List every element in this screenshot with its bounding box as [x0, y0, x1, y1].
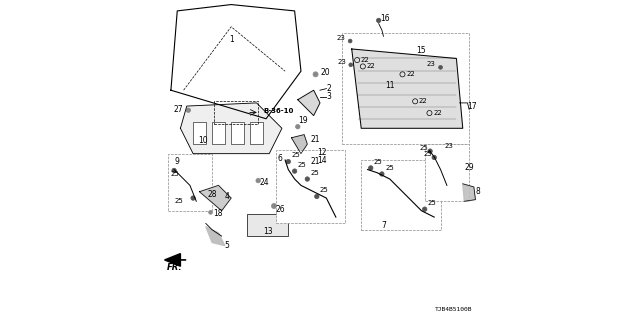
Text: 12: 12: [317, 148, 326, 156]
Circle shape: [292, 169, 297, 173]
Text: 22: 22: [406, 71, 415, 77]
Text: 15: 15: [417, 46, 426, 55]
Text: 25: 25: [174, 198, 183, 204]
Text: 21: 21: [310, 135, 320, 144]
Bar: [361, 160, 440, 230]
Text: 23: 23: [427, 61, 436, 67]
Text: 25: 25: [374, 159, 383, 165]
Bar: [296, 164, 306, 169]
Text: 26: 26: [276, 205, 285, 214]
Circle shape: [438, 66, 442, 69]
Text: 23: 23: [444, 143, 453, 149]
Circle shape: [369, 166, 373, 170]
Circle shape: [349, 63, 353, 67]
Circle shape: [209, 211, 212, 214]
Text: 5: 5: [225, 241, 230, 250]
Text: 25: 25: [310, 170, 319, 176]
Bar: [250, 122, 263, 144]
Text: 2: 2: [326, 84, 331, 93]
Text: TJB4B5100B: TJB4B5100B: [435, 307, 472, 312]
Circle shape: [256, 178, 260, 183]
Text: 25: 25: [385, 165, 394, 171]
Text: 22: 22: [433, 110, 442, 116]
Text: 14: 14: [317, 156, 326, 165]
Polygon shape: [180, 103, 282, 154]
Circle shape: [315, 194, 319, 199]
Text: 28: 28: [207, 190, 217, 199]
Circle shape: [380, 172, 384, 176]
Circle shape: [456, 147, 460, 151]
Text: 17: 17: [467, 101, 477, 111]
Text: 25: 25: [423, 151, 432, 157]
Bar: [342, 33, 469, 144]
Text: 25: 25: [171, 171, 180, 177]
Circle shape: [172, 168, 176, 173]
Circle shape: [432, 155, 436, 160]
Text: 8: 8: [476, 187, 480, 196]
Text: 29: 29: [465, 164, 474, 172]
Circle shape: [305, 177, 310, 181]
Bar: [296, 154, 306, 159]
Polygon shape: [200, 185, 231, 211]
Circle shape: [376, 18, 381, 23]
Text: 13: 13: [263, 227, 273, 236]
Circle shape: [313, 72, 318, 77]
Text: FR.: FR.: [167, 263, 182, 272]
Text: 25: 25: [291, 152, 300, 158]
Circle shape: [296, 124, 300, 129]
Text: 25: 25: [320, 187, 329, 193]
Circle shape: [191, 196, 195, 200]
Text: 18: 18: [212, 209, 222, 219]
Circle shape: [271, 204, 276, 209]
Bar: [193, 122, 206, 144]
Text: 11: 11: [385, 81, 394, 90]
Text: 23: 23: [337, 59, 346, 65]
Text: 10: 10: [198, 136, 207, 146]
Text: 9: 9: [174, 157, 179, 166]
Text: 19: 19: [298, 116, 308, 125]
Text: 3: 3: [326, 92, 332, 101]
Bar: [425, 144, 469, 201]
Text: 7: 7: [381, 220, 386, 229]
Text: 23: 23: [337, 35, 346, 41]
Text: 22: 22: [419, 98, 428, 104]
Text: 25: 25: [419, 145, 428, 151]
Text: 4: 4: [225, 192, 230, 201]
Text: 25: 25: [298, 162, 307, 168]
Circle shape: [186, 108, 191, 112]
Text: 25: 25: [428, 200, 436, 206]
Text: 1: 1: [229, 35, 234, 44]
Bar: [168, 154, 212, 211]
Text: 24: 24: [260, 178, 269, 187]
Polygon shape: [463, 184, 476, 201]
Polygon shape: [352, 49, 463, 128]
Text: 21: 21: [310, 157, 320, 166]
Bar: [212, 122, 225, 144]
Text: B-36-10: B-36-10: [263, 108, 293, 114]
Polygon shape: [206, 227, 225, 246]
Text: 20: 20: [320, 68, 330, 77]
Circle shape: [286, 159, 291, 164]
Circle shape: [348, 39, 352, 43]
Polygon shape: [291, 135, 307, 154]
Bar: [276, 150, 346, 223]
Bar: [231, 122, 244, 144]
Text: 22: 22: [361, 57, 370, 63]
Circle shape: [428, 149, 432, 153]
Text: 22: 22: [367, 63, 376, 69]
Text: 16: 16: [380, 14, 390, 23]
Text: 27: 27: [174, 105, 184, 114]
Bar: [247, 214, 288, 236]
Polygon shape: [298, 90, 320, 116]
Polygon shape: [164, 253, 180, 266]
Circle shape: [422, 207, 427, 212]
Text: 6: 6: [278, 154, 283, 163]
